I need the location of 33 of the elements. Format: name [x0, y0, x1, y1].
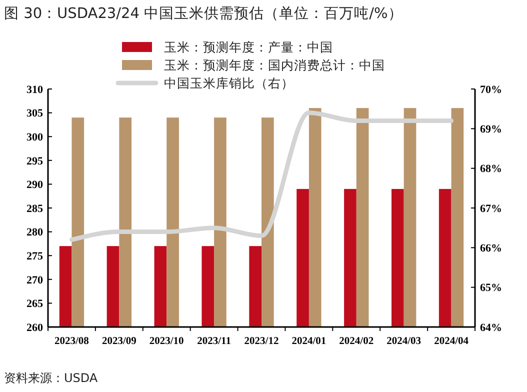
y2-tick-label: 64%: [480, 322, 502, 334]
y-tick-label: 270: [26, 274, 44, 286]
y2-tick-label: 68%: [480, 163, 502, 176]
x-tick-label: 2023/09: [102, 336, 136, 347]
x-tick-label: 2024/04: [434, 336, 470, 347]
x-tick-label: 2023/11: [197, 336, 231, 347]
x-tick-label: 2023/08: [54, 336, 89, 347]
y-tick-label: 300: [26, 131, 44, 144]
line-series: [69, 110, 454, 242]
y-tick-label: 295: [26, 155, 44, 168]
y-tick-label: 275: [26, 250, 44, 262]
x-tick-label: 2024/01: [292, 336, 326, 347]
legend-label: 玉米：预测年度：国内消费总计：中国: [164, 57, 385, 72]
chart-title: 图 30：USDA23/24 中国玉米供需预估（单位：百万吨/%）: [4, 5, 403, 22]
x-tick-label: 2024/03: [386, 336, 422, 347]
y2-tick-label: 67%: [480, 202, 502, 215]
y2-tick-label: 65%: [480, 282, 502, 294]
y-tick-label: 260: [26, 322, 44, 334]
y-tick-label: 310: [26, 84, 44, 96]
legend-label: 玉米：预测年度：产量：中国: [164, 39, 333, 54]
legend-label: 中国玉米库销比（右）: [164, 75, 294, 90]
y-tick-label: 265: [26, 298, 44, 310]
y-tick-label: 305: [26, 108, 44, 120]
y-tick-label: 285: [26, 202, 44, 215]
y2-tick-label: 69%: [480, 124, 502, 136]
x-tick-label: 2023/10: [149, 336, 184, 347]
text: 资料来源：USDA: [4, 371, 98, 385]
y2-tick-label: 70%: [480, 84, 502, 96]
x-tick-label: 2023/12: [244, 336, 279, 347]
y2-tick-label: 66%: [480, 242, 502, 255]
x-tick-label: 2024/02: [339, 336, 374, 347]
y-tick-label: 290: [26, 179, 44, 192]
y-tick-label: 280: [26, 226, 44, 239]
